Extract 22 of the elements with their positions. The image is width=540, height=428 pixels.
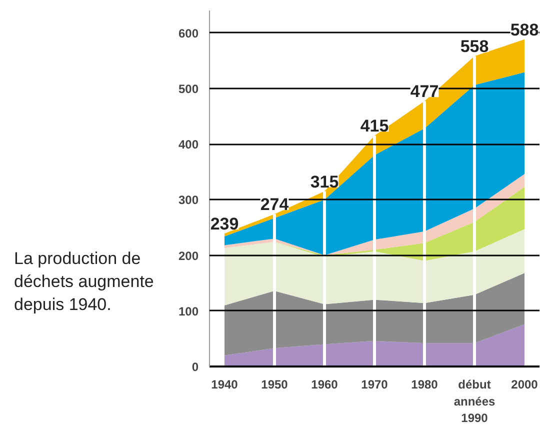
total-label: 477 — [410, 82, 439, 102]
text: La production de déchets augmente depuis 1940. — [14, 248, 155, 316]
y-tick-label: 100 — [178, 304, 199, 318]
x-tick-label: 1950 — [261, 378, 288, 392]
y-tick-label: 200 — [178, 248, 199, 263]
y-tick-label: 0 — [192, 360, 199, 374]
x-tick-label: 1940 — [211, 378, 238, 392]
total-label: 558 — [460, 37, 489, 56]
x-tick-label: 1960 — [311, 378, 338, 392]
y-tick-label: 400 — [178, 138, 199, 152]
total-label: 315 — [310, 172, 339, 192]
total-label: 415 — [360, 116, 389, 136]
x-tick-label: début années 1990 — [454, 378, 496, 426]
total-label: 239 — [210, 214, 239, 234]
total-label: 588 — [510, 20, 539, 40]
y-tick-label: 600 — [178, 26, 199, 40]
x-tick-label: 1980 — [411, 378, 438, 392]
y-tick-label: 500 — [178, 82, 199, 96]
y-tick-label: 300 — [178, 193, 199, 208]
x-tick-label: 2000 — [511, 378, 538, 392]
x-tick-label: 1970 — [361, 378, 388, 392]
total-label: 274 — [260, 195, 290, 214]
